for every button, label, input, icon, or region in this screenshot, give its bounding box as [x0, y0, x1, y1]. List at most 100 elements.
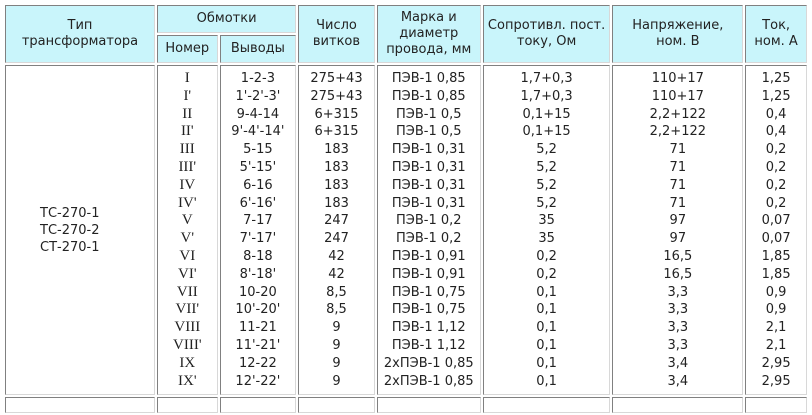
wire-cell: ПЭВ-1 0,31 — [391, 159, 466, 175]
resistance-cell: 35 — [538, 231, 555, 247]
wire-column: ПЭВ-1 0,85 ПЭВ-1 0,85 ПЭВ-1 0,5 ПЭВ-1 0,5 ПЭ… — [376, 65, 481, 396]
current-cell: 0,2 — [765, 159, 787, 175]
wire-cell: ПЭВ-1 0,31 — [391, 142, 466, 158]
header-voltage: Напряжение, ном. В — [612, 5, 744, 63]
resistance-cell: 0,2 — [536, 266, 557, 282]
voltage-cell: 71 — [669, 159, 687, 175]
resistance-column: 1,7+0,3 1,7+0,3 0,1+15 0,1+15 5,2 5,2 5,2 5,2 35… — [482, 65, 611, 396]
wire-cell: ПЭВ-1 0,85 — [391, 88, 466, 104]
resistance-cell: 0,2 — [536, 248, 557, 264]
resistance-cell: 0,1 — [536, 284, 557, 300]
number-cell: IV — [179, 176, 196, 193]
terminals-cell: 9-4-14 — [236, 106, 280, 122]
wire-cell: ПЭВ-1 1,12 — [391, 320, 466, 336]
resistance-cell: 5,2 — [536, 159, 557, 175]
number-cell: VII' — [175, 301, 200, 318]
terminals-cell: 9'-4'-14' — [231, 124, 285, 140]
number-cell: I' — [183, 87, 192, 104]
turns-cell: 275+43 — [310, 71, 363, 86]
voltage-cell: 3,3 — [667, 337, 689, 353]
number-column: I I' II II' III III' IV IV' V V' VI VI' VII VII' VIII V… — [156, 65, 218, 396]
header-turns: Число витков — [298, 5, 375, 63]
number-cell: VIII' — [173, 336, 202, 353]
number-cell: VIII — [174, 319, 201, 336]
terminals-cell: 6-16 — [243, 177, 273, 193]
current-cell: 1,25 — [761, 88, 791, 104]
turns-cell: 183 — [324, 195, 349, 211]
resistance-cell: 5,2 — [536, 177, 557, 193]
terminals-cell: 11-21 — [239, 320, 277, 336]
voltage-cell: 3,3 — [667, 302, 689, 318]
turns-cell: 9 — [332, 355, 341, 371]
number-cell: III' — [178, 158, 197, 175]
current-cell: 2,1 — [765, 320, 787, 336]
current-cell: 0,4 — [765, 124, 787, 140]
turns-cell: 6+315 — [314, 124, 359, 140]
terminals-cell: 1-2-3 — [240, 71, 275, 86]
turns-cell: 247 — [324, 213, 349, 229]
turns-cell: 6+315 — [314, 106, 359, 122]
wire-cell: ПЭВ-1 0,2 — [395, 231, 462, 247]
current-cell: 0,07 — [761, 231, 791, 247]
turns-cell: 183 — [324, 142, 349, 158]
wire-cell: 2хПЭВ-1 0,85 — [383, 355, 474, 371]
wire-cell: ПЭВ-1 0,31 — [391, 195, 466, 211]
wire-cell: ПЭВ-1 0,5 — [395, 106, 462, 122]
turns-cell: 42 — [328, 266, 345, 282]
voltage-cell: 2,2+122 — [649, 106, 707, 122]
current-cell: 0,9 — [765, 302, 787, 318]
current-cell: 0,2 — [765, 177, 787, 193]
voltage-cell: 16,5 — [663, 266, 693, 282]
current-cell: 0,07 — [761, 213, 791, 229]
turns-cell: 183 — [324, 177, 349, 193]
voltage-cell: 3,4 — [667, 355, 689, 371]
resistance-cell: 5,2 — [536, 142, 557, 158]
terminals-column: 1-2-3 1'-2'-3' 9-4-14 9'-4'-14' 5-15 5'-15' 6-… — [219, 65, 297, 396]
wire-cell: ПЭВ-1 0,91 — [391, 248, 466, 264]
header-type: Тип трансформатора — [5, 5, 155, 63]
turns-cell: 42 — [328, 248, 345, 264]
wire-cell: ПЭВ-1 0,85 — [391, 71, 466, 86]
voltage-cell: 3,4 — [667, 373, 689, 389]
voltage-cell: 110+17 — [651, 71, 704, 86]
resistance-cell: 0,1 — [536, 373, 557, 389]
number-cell: II' — [180, 123, 194, 140]
resistance-cell: 1,7+0,3 — [520, 88, 573, 104]
voltage-cell: 3,3 — [667, 284, 689, 300]
voltage-cell: 71 — [669, 177, 687, 193]
wire-cell: 2хПЭВ-1 0,85 — [383, 373, 474, 389]
header-current: Ток, ном. А — [745, 5, 807, 63]
current-column: 1,25 1,25 0,4 0,4 0,2 0,2 0,2 0,2 0,07 0,07 1,85 1,… — [745, 65, 807, 396]
terminals-cell: 8-18 — [243, 248, 273, 264]
wire-cell: ПЭВ-1 1,12 — [391, 337, 466, 353]
header-wire: Марка и диаметр провода, мм — [376, 5, 481, 63]
turns-cell: 9 — [332, 337, 341, 353]
resistance-cell: 0,1 — [536, 355, 557, 371]
number-cell: IX' — [178, 372, 197, 389]
wire-cell: ПЭВ-1 0,5 — [395, 124, 462, 140]
voltage-cell: 97 — [669, 231, 687, 247]
terminals-cell: 8'-18' — [239, 266, 277, 282]
resistance-cell: 5,2 — [536, 195, 557, 211]
current-cell: 2,1 — [765, 337, 787, 353]
voltage-cell: 97 — [669, 213, 687, 229]
resistance-cell: 0,1 — [536, 302, 557, 318]
current-cell: 0,2 — [765, 195, 787, 211]
number-cell: IX — [179, 354, 196, 371]
turns-cell: 9 — [332, 320, 341, 336]
number-cell: III — [179, 141, 195, 158]
terminals-cell: 12-22 — [239, 355, 277, 371]
voltage-column: 110+17 110+17 2,2+122 2,2+122 71 71 71 71 97 97 16… — [612, 65, 744, 396]
number-cell: V — [181, 212, 193, 229]
number-cell: V' — [180, 230, 195, 247]
voltage-cell: 16,5 — [663, 248, 693, 264]
type-label: ТС-270-1 — [40, 205, 100, 221]
wire-cell: ПЭВ-1 0,91 — [391, 266, 466, 282]
terminals-cell: 7'-17' — [239, 231, 277, 247]
number-cell: I — [184, 70, 190, 86]
number-cell: IV' — [178, 194, 197, 211]
current-cell: 0,2 — [765, 142, 787, 158]
current-cell: 1,85 — [761, 266, 791, 282]
terminals-cell: 12'-22' — [235, 373, 281, 389]
header-terminals: Выводы — [219, 35, 297, 63]
